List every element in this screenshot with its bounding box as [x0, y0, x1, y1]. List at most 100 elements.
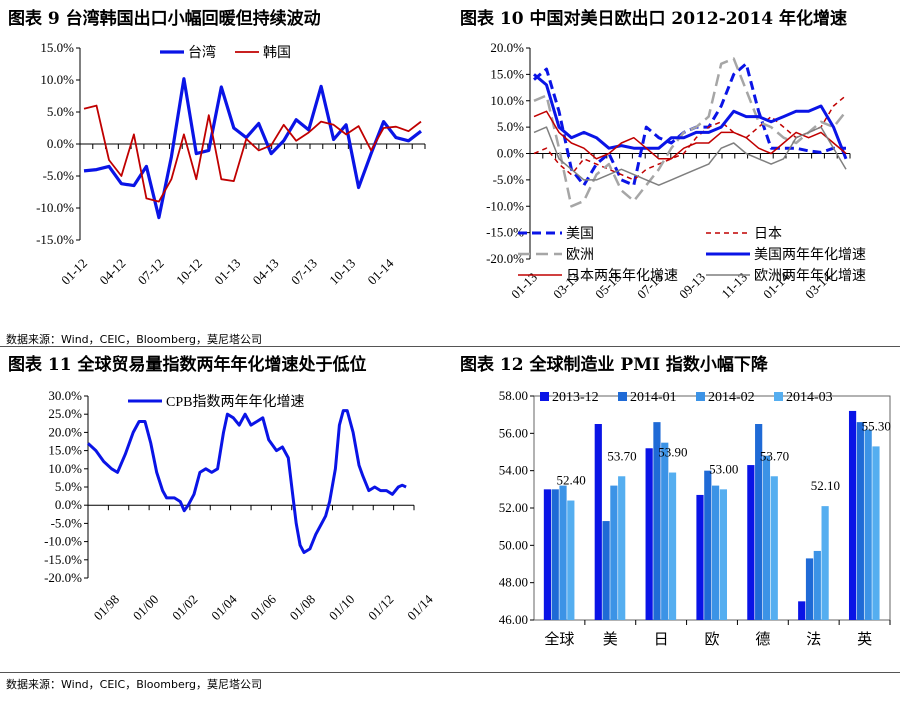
category-label: 法	[806, 631, 821, 648]
chart9: 15.0% 10.0% 5.0% 0.0% -5.0% -10.0% -15.0% 01-12…	[36, 40, 426, 288]
y-tick-label: 15.0%	[48, 443, 82, 458]
y-tick-label: 20.0%	[48, 424, 82, 439]
bar-2014-03-全球	[567, 500, 575, 620]
bar-2014-01-德	[755, 424, 763, 620]
y-tick-label: -20.0%	[486, 251, 524, 266]
y-tick-label: 50.00	[499, 537, 528, 552]
x-tick-label: 01-14	[364, 255, 396, 287]
bar-2013-12-英	[848, 410, 857, 620]
data-label: 53.70	[607, 448, 636, 463]
bar-2013-12-日	[645, 448, 653, 620]
bar-2013-12-欧	[696, 494, 704, 620]
y-tick-label: -15.0%	[36, 232, 74, 247]
category-label: 德	[755, 630, 770, 648]
y-tick-label: 52.00	[499, 500, 528, 515]
legend-label-3: 欧洲	[566, 247, 594, 263]
series-line-2	[533, 94, 847, 181]
y-tick-label: -20.0%	[44, 570, 82, 585]
source-note-bottom: 数据来源：Wind，CEIC，Bloomberg，莫尼塔公司	[6, 678, 263, 691]
bar-2014-03-日	[668, 472, 677, 620]
bar-2014-03-法	[821, 506, 829, 620]
series-line-4	[533, 73, 848, 160]
chart11-title: 图表 11 全球贸易量指数两年年化增速处于低位	[8, 355, 367, 375]
bar-2014-03-德	[770, 476, 778, 620]
chart9-title: 图表 9 台湾韩国出口小幅回暖但持续波动	[8, 9, 321, 29]
series-line-5	[533, 110, 847, 160]
y-tick-label: 5.0%	[47, 104, 74, 119]
x-tick-label: 10-12	[173, 256, 205, 288]
y-tick-label: 58.00	[499, 388, 528, 403]
chart11: 30.0% 25.0% 20.0% 15.0% 10.0% 5.0% 0.0% -5.0% -1…	[44, 388, 436, 624]
bar-2014-02-英	[864, 429, 872, 620]
y-tick-label: 5.0%	[497, 119, 524, 134]
bar-2014-01-法	[805, 558, 814, 620]
legend-label-1: 台湾	[188, 44, 216, 61]
bar-2014-01-欧	[704, 470, 712, 620]
y-tick-label: 54.00	[499, 463, 528, 478]
legend-label-3: 2014-02	[708, 390, 755, 405]
y-tick-label: -10.0%	[44, 534, 82, 549]
chart12: 58.00 56.00 54.00 52.00 50.00 48.00 46.00 全球 美 日 欧…	[499, 388, 891, 648]
legend-label-1: 2013-12	[552, 390, 599, 405]
y-tick-label: -5.0%	[43, 168, 75, 183]
bar-2013-12-法	[798, 601, 806, 620]
bar-2014-02-美	[610, 485, 618, 620]
y-tick-label: -15.0%	[486, 225, 524, 240]
y-tick-label: -10.0%	[486, 198, 524, 213]
series-line-1	[533, 62, 846, 187]
data-label: 55.30	[862, 418, 891, 433]
bar-2014-01-美	[602, 521, 610, 620]
divider-top	[0, 346, 900, 347]
x-tick-label: 01/06	[247, 591, 279, 623]
bar-2014-02-德	[762, 455, 771, 620]
y-tick-label: 0.0%	[497, 146, 524, 161]
bar-2014-02-日	[661, 442, 669, 620]
y-tick-label: -10.0%	[36, 200, 74, 215]
y-tick-label: 20.0%	[490, 40, 524, 55]
y-tick-label: 30.0%	[48, 388, 82, 403]
source-note-top: 数据来源：Wind，CEIC，Bloomberg，莫尼塔公司	[6, 333, 263, 346]
bar-2014-02-全球	[559, 485, 567, 620]
legend-label-4: 美国两年年化增速	[754, 247, 866, 263]
bar-2014-01-日	[653, 422, 661, 620]
x-tick-label: 01/10	[326, 592, 358, 624]
legend-label-5: 日本两年年化增速	[566, 268, 678, 284]
y-tick-label: 10.0%	[490, 93, 524, 108]
chart10-title: 图表 10 中国对美日欧出口 2012-2014 年化增速	[460, 9, 848, 29]
legend-swatch-4	[774, 392, 783, 401]
category-label: 欧	[704, 631, 719, 648]
x-tick-label: 01/00	[130, 592, 162, 624]
y-tick-label: 0.0%	[47, 136, 74, 151]
legend-label-1: CPB指数两年年化增速	[166, 394, 304, 410]
y-tick-label: 5.0%	[55, 479, 82, 494]
legend-label-4: 2014-03	[786, 390, 833, 405]
bar-2014-02-法	[813, 550, 821, 620]
data-label: 53.70	[760, 448, 789, 463]
legend-label-2: 2014-01	[630, 390, 677, 405]
category-label: 英	[857, 630, 872, 648]
y-tick-label: 15.0%	[40, 40, 74, 55]
legend-swatch-1	[540, 392, 549, 401]
x-tick-label: 01-12	[58, 256, 90, 288]
x-tick-label: 04-13	[250, 256, 282, 288]
divider-bottom	[0, 672, 900, 673]
y-tick-label: 0.0%	[55, 497, 82, 512]
chart10: 20.0% 15.0% 10.0% 5.0% 0.0% -5.0% -10.0% -15.0%…	[486, 40, 866, 302]
y-tick-label: 48.00	[499, 575, 528, 590]
legend-label-1: 美国	[566, 226, 594, 242]
bar-2013-12-全球	[543, 489, 552, 620]
x-tick-label: 01/04	[208, 591, 240, 623]
bar-2014-02-欧	[712, 485, 720, 620]
y-tick-label: 46.00	[499, 612, 528, 627]
series-line-2	[83, 104, 422, 203]
bar-2014-03-英	[872, 446, 880, 620]
bar-2014-03-欧	[719, 489, 727, 620]
x-tick-label: 01/98	[91, 592, 123, 624]
x-tick-label: 01-13	[211, 256, 243, 288]
x-tick-label: 10-13	[326, 256, 358, 288]
chart12-title: 图表 12 全球制造业 PMI 指数小幅下降	[460, 355, 768, 375]
legend-swatch-2	[618, 392, 627, 401]
category-label: 美	[603, 631, 618, 648]
legend-label-2: 韩国	[263, 45, 291, 61]
bar-2014-01-全球	[551, 489, 559, 620]
